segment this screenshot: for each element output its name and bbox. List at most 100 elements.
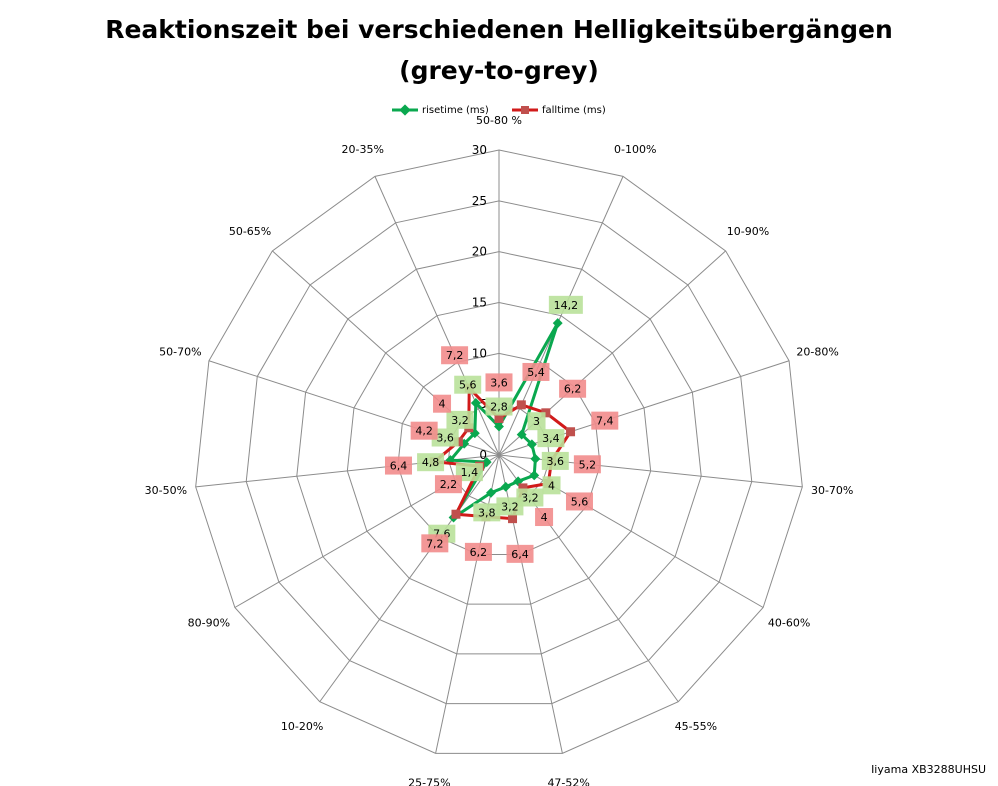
data-label-1-4: 5,2 [579, 458, 597, 471]
data-label-bg-0-12 [431, 428, 459, 447]
chart-subtitle: (grey-to-grey) [399, 56, 599, 85]
category-label-11: 30-50% [145, 484, 187, 497]
data-label-1-8: 6,2 [470, 546, 488, 559]
data-label-bg-0-11 [417, 453, 445, 472]
category-label-3: 20-80% [796, 345, 838, 358]
data-label-bg-1-1 [522, 362, 550, 381]
data-label-bg-1-13 [433, 394, 452, 413]
footer-model-label: Iiyama XB3288UHSU [871, 763, 986, 776]
data-label-bg-0-14 [454, 375, 482, 394]
data-label-bg-1-9 [421, 534, 449, 553]
data-label-1-7: 6,4 [511, 548, 529, 561]
data-label-bg-1-11 [384, 456, 412, 475]
data-label-0-12: 3,6 [436, 432, 454, 445]
series-0-point-7 [500, 481, 511, 492]
legend-label-risetime: risetime (ms) [422, 105, 489, 116]
series-0-point-1 [552, 318, 563, 329]
category-labels: 50-80 % 0-100% 10-90% 20-80% 30-70% 40-60% 45-… [145, 114, 854, 786]
data-label-0-0: 2,8 [490, 401, 508, 414]
series-0-point-14 [470, 398, 481, 408]
grid-ring-4 [296, 251, 702, 655]
data-label-bg-1-8 [464, 542, 492, 561]
category-label-14: 20-35% [342, 143, 384, 156]
data-label-0-6: 3,2 [521, 492, 539, 505]
series-line-0 [448, 321, 560, 520]
category-label-1: 0-100% [614, 143, 656, 156]
data-label-bg-0-8 [473, 503, 501, 522]
data-label-bg-1-0 [485, 373, 513, 392]
data-label-0-11: 4,8 [422, 456, 440, 469]
data-label-0-7: 3,2 [501, 500, 519, 513]
data-label-bg-1-2 [559, 379, 587, 398]
series-0-point-2 [516, 429, 527, 440]
series-1-point-9 [451, 509, 461, 519]
tick-label-4: 20 [472, 245, 487, 259]
category-label-6: 45-55% [675, 720, 717, 733]
category-label-10: 80-90% [188, 617, 230, 630]
grid-ring-3 [346, 301, 652, 605]
category-label-5: 40-60% [768, 617, 810, 630]
data-label-bg-1-5 [565, 492, 593, 511]
data-label-bg-1-3 [591, 411, 619, 430]
data-label-1-12: 4,2 [415, 425, 433, 438]
data-label-1-2: 6,2 [564, 383, 582, 396]
tick-label-2: 10 [472, 346, 487, 360]
category-label-13: 50-65% [229, 225, 271, 238]
data-label-1-0: 3,6 [490, 376, 508, 389]
data-label-1-13: 4 [439, 398, 446, 411]
category-label-0: 50-80 % [476, 114, 522, 127]
data-label-1-1: 5,4 [527, 366, 545, 379]
legend-item-risetime: risetime (ms) [392, 104, 489, 116]
series-0-point-3 [526, 439, 537, 450]
series-0-point-5 [529, 470, 540, 481]
data-label-0-8: 3,8 [478, 506, 496, 519]
data-label-bg-0-3 [537, 429, 565, 448]
data-label-0-3: 3,4 [542, 432, 560, 445]
chart-title: Reaktionszeit bei verschiedenen Helligke… [105, 15, 893, 44]
data-label-1-11: 6,4 [390, 460, 408, 473]
tick-label-5: 25 [472, 194, 487, 208]
tick-label-3: 15 [472, 296, 487, 310]
data-label-bg-0-10 [455, 463, 483, 482]
grid-ring-6 [195, 149, 803, 754]
data-label-1-10: 2,2 [440, 478, 458, 491]
grid-ring-2 [397, 352, 601, 555]
tick-label-0: 0 [479, 448, 487, 462]
data-label-0-14: 5,6 [459, 379, 477, 392]
data-label-bg-0-7 [496, 497, 524, 516]
spoke-5 [498, 454, 764, 608]
series-0-point-10 [481, 457, 492, 468]
series-1-point-3 [566, 427, 576, 437]
category-label-7: 47-52% [547, 777, 589, 786]
data-label-bg-1-4 [573, 455, 601, 474]
spoke-14 [374, 176, 500, 456]
legend-marker-risetime [399, 104, 411, 116]
data-label-bg-1-10 [434, 475, 462, 494]
radar-grid [195, 149, 803, 754]
data-label-0-13: 3,2 [451, 414, 469, 427]
data-label-bg-0-4 [541, 451, 569, 470]
legend-item-falltime: falltime (ms) [512, 105, 606, 116]
data-label-bg-0-13 [446, 410, 474, 429]
data-labels: 2,814,233,43,643,23,23,87,61,44,83,63,25… [384, 295, 619, 563]
data-label-bg-1-7 [506, 544, 534, 563]
series-1-point-6 [518, 483, 528, 493]
series-0-point-4 [530, 453, 541, 464]
category-label-4: 30-70% [811, 484, 853, 497]
data-label-bg-0-5 [542, 476, 561, 495]
data-label-1-6: 4 [541, 511, 548, 524]
tick-label-6: 30 [472, 143, 487, 157]
data-label-0-2: 3 [533, 415, 540, 428]
series-0-point-8 [486, 487, 496, 498]
category-label-12: 50-70% [159, 345, 201, 358]
data-label-bg-1-6 [535, 508, 554, 527]
series-1-point-1 [516, 400, 526, 410]
data-label-1-3: 7,4 [596, 415, 614, 428]
data-label-0-5: 4 [548, 479, 555, 492]
grid-ring-5 [245, 200, 753, 705]
data-label-0-4: 3,6 [547, 455, 565, 468]
data-label-bg-0-1 [548, 295, 583, 314]
data-label-bg-0-0 [485, 397, 513, 416]
category-label-2: 10-90% [727, 225, 769, 238]
